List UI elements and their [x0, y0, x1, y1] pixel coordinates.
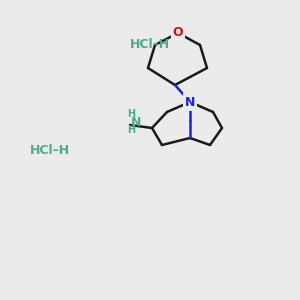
- Text: H: H: [127, 109, 135, 119]
- Text: O: O: [173, 26, 183, 40]
- Text: N: N: [131, 116, 141, 128]
- Text: H: H: [127, 125, 135, 135]
- Text: N: N: [185, 95, 195, 109]
- Text: HCl–H: HCl–H: [130, 38, 170, 52]
- Text: HCl–H: HCl–H: [30, 143, 70, 157]
- Text: N: N: [185, 95, 195, 109]
